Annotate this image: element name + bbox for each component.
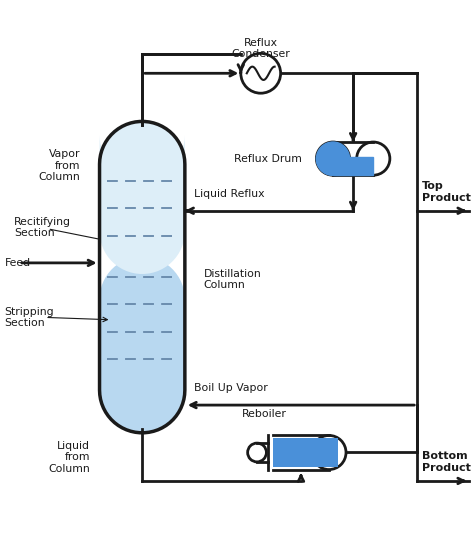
PathPatch shape (100, 122, 185, 178)
Text: Recitifying
Section: Recitifying Section (14, 217, 71, 238)
Circle shape (247, 443, 266, 462)
Bar (257, 443, 268, 462)
Text: Distillation
Column: Distillation Column (204, 269, 262, 291)
PathPatch shape (100, 122, 185, 274)
Text: Liquid Reflux: Liquid Reflux (194, 189, 265, 199)
Circle shape (317, 142, 349, 175)
Circle shape (356, 142, 390, 175)
Polygon shape (333, 157, 373, 175)
PathPatch shape (100, 256, 185, 433)
Bar (273, 435, 329, 470)
Text: Vapor
from
Column: Vapor from Column (39, 149, 81, 183)
Bar (333, 157, 373, 175)
Bar (273, 438, 338, 467)
FancyBboxPatch shape (333, 142, 373, 175)
Polygon shape (317, 157, 333, 175)
Circle shape (317, 142, 349, 175)
PathPatch shape (100, 122, 185, 433)
Text: Top
Product: Top Product (422, 181, 471, 202)
Text: Boil Up Vapor: Boil Up Vapor (194, 383, 268, 393)
Text: Reflux Drum: Reflux Drum (234, 153, 302, 164)
Text: Feed: Feed (5, 258, 31, 268)
Circle shape (312, 435, 346, 470)
Text: Bottom
Product: Bottom Product (422, 451, 471, 473)
Text: Reboiler: Reboiler (242, 409, 287, 419)
Text: Liquid
from
Column: Liquid from Column (48, 441, 90, 474)
Text: Reflux
Condenser: Reflux Condenser (231, 38, 290, 59)
Text: Stripping
Section: Stripping Section (5, 307, 55, 328)
